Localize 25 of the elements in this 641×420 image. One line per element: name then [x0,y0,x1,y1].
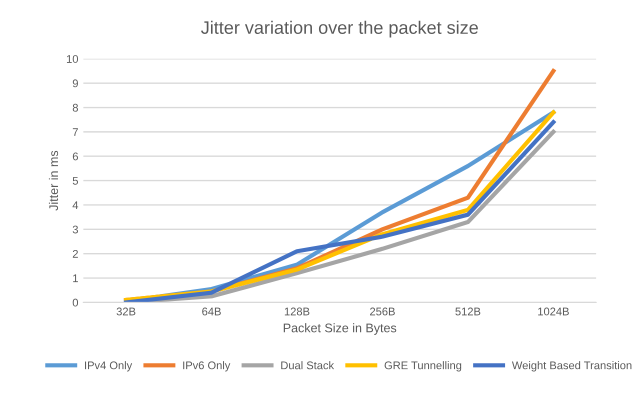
y-tick-label: 2 [72,250,78,258]
legend-label: IPv6 Only [183,361,230,372]
y-tick-label: 9 [72,79,78,88]
x-tick-label: 256B [370,308,395,316]
x-tick-label: 64B [202,308,221,316]
y-tick-label: 7 [72,128,78,136]
x-tick-label: 32B [116,308,136,316]
legend-label: Weight Based Transition [512,361,632,372]
y-tick-label: 1 [73,274,78,282]
y-tick-label: 0 [72,298,78,307]
x-tick-label: 512B [455,308,480,316]
x-tick-label: 128B [284,308,310,316]
y-tick-label: 4 [72,201,78,209]
chart-title: Jitter variation over the packet size [201,20,478,38]
y-axis-title: Jitter in ms [48,150,58,211]
x-tick-label: 1024B [538,308,569,316]
x-axis-title: Packet Size in Bytes [284,323,396,335]
y-tick-label: 3 [72,226,78,234]
legend-label: GRE Tunnelling [384,361,462,372]
y-tick-label: 6 [72,152,78,160]
legend-label: IPv4 Only [85,361,132,372]
legend-label: Dual Stack [281,361,334,370]
y-tick-label: 10 [66,55,78,63]
y-tick-label: 5 [72,176,78,185]
y-tick-label: 8 [72,104,78,112]
